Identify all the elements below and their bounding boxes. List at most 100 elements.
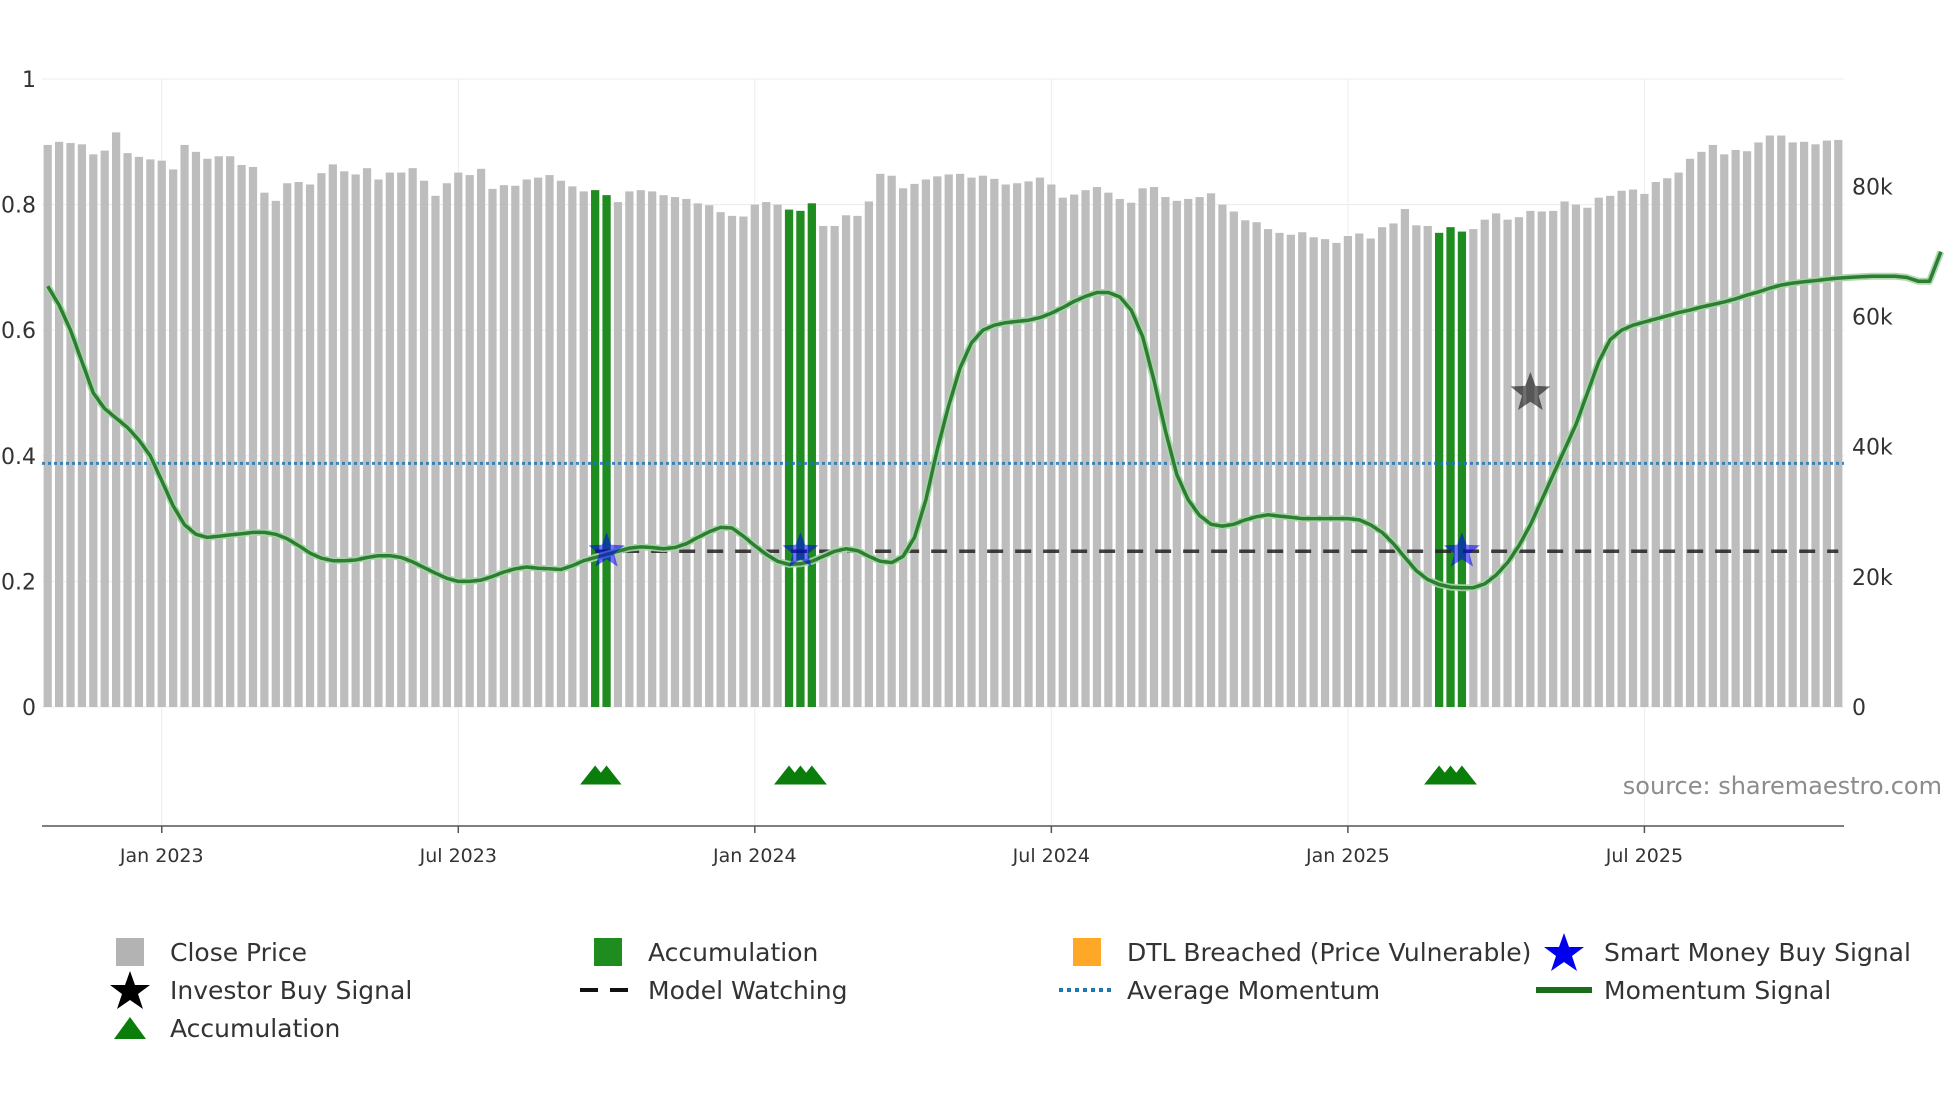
accumulation-triangle-marker <box>796 765 827 785</box>
close-price-bar <box>636 190 645 707</box>
close-price-bar <box>1788 142 1797 708</box>
close-price-bar <box>1286 234 1295 707</box>
close-price-bar <box>1161 197 1170 707</box>
close-price-bar <box>1685 158 1695 708</box>
close-price-bar <box>169 169 178 707</box>
close-price-bar <box>1195 197 1204 707</box>
close-price-bar <box>1127 202 1136 707</box>
close-price-bar <box>625 191 634 708</box>
close-price-bar <box>1172 200 1181 707</box>
close-price-bar <box>1526 210 1535 707</box>
momentum-signal-line <box>46 251 1943 590</box>
close-price-bar <box>419 180 429 708</box>
close-price-bar <box>1583 207 1592 708</box>
close-price-bar <box>511 185 520 707</box>
left-tick-label: 0.6 <box>1 319 36 344</box>
close-price-bar <box>705 205 714 707</box>
close-price-bar <box>442 183 451 708</box>
close-price-bar <box>1606 195 1615 708</box>
right-tick-label: 80k <box>1852 175 1893 200</box>
close-price-bar <box>191 151 201 707</box>
x-tick-label: Jul 2025 <box>1605 845 1683 867</box>
close-price-bar <box>1697 151 1706 707</box>
close-price-bar <box>1070 194 1079 707</box>
close-price-bar <box>340 171 349 708</box>
accumulation-bar <box>1446 227 1455 707</box>
close-price-bar <box>305 184 315 707</box>
x-tick-label: Jan 2024 <box>712 845 797 867</box>
close-price-bars <box>43 132 1843 708</box>
close-price-bar <box>990 178 999 708</box>
close-price-bar <box>431 195 440 708</box>
close-price-bar <box>1058 197 1067 707</box>
close-price-bar <box>670 197 680 707</box>
close-price-bar <box>750 204 759 707</box>
close-price-bar <box>762 202 771 707</box>
close-price-bar <box>1571 204 1581 707</box>
close-price-bar <box>534 177 543 707</box>
close-price-bar <box>1811 144 1820 707</box>
left-tick-label: 0.2 <box>1 570 36 595</box>
close-price-bar <box>1149 187 1159 708</box>
accumulation-bar <box>807 203 816 707</box>
buy-signal-layer <box>588 372 1551 567</box>
close-price-bar <box>1549 210 1558 707</box>
close-price-bar <box>579 191 588 708</box>
close-price-bar <box>898 188 908 708</box>
close-price-bar <box>1400 208 1410 707</box>
close-price-bar <box>1742 151 1752 708</box>
momentum-signal-layer <box>44 250 1945 592</box>
close-price-bar <box>727 215 737 708</box>
close-price-bar <box>89 154 98 708</box>
close-price-bar <box>921 179 930 708</box>
close-price-bar <box>1092 187 1102 708</box>
close-price-bar <box>1241 220 1250 708</box>
accumulation-marker-layer <box>580 765 1477 785</box>
close-price-bar <box>693 203 702 707</box>
close-price-bar <box>1731 149 1740 708</box>
close-price-bar <box>488 188 497 707</box>
close-price-bar <box>876 173 885 707</box>
close-price-bar <box>1035 177 1045 707</box>
close-price-bar <box>408 168 417 707</box>
close-price-bar <box>1412 225 1421 707</box>
close-price-bar <box>830 225 839 707</box>
close-price-bar <box>1640 193 1649 707</box>
close-price-bar <box>773 204 782 707</box>
accumulation-bar <box>784 209 794 707</box>
close-price-bar <box>237 165 246 707</box>
close-price-bar <box>1229 211 1238 707</box>
close-price-bar <box>1047 184 1056 707</box>
close-price-bar <box>1799 141 1809 708</box>
axis-layer: 0 0.2 0.4 0.6 0.8 1 0 20k 40k 60k 80k Jan 2023 Jul 2… <box>1 68 1893 867</box>
right-tick-label: 0 <box>1852 696 1866 721</box>
close-price-bar <box>226 156 235 707</box>
close-price-bar <box>1309 237 1318 708</box>
close-price-bar <box>374 179 383 708</box>
close-price-bar <box>1822 140 1831 707</box>
close-price-bar <box>180 144 189 707</box>
close-price-bar <box>1720 154 1729 708</box>
close-price-bar <box>77 144 87 707</box>
smart-money-buy-star <box>588 532 625 567</box>
close-price-bar <box>271 200 280 707</box>
left-tick-label: 1 <box>22 68 36 93</box>
close-price-bar <box>248 166 258 708</box>
close-price-bar <box>1663 178 1672 707</box>
close-price-bar <box>134 156 144 707</box>
close-price-bar <box>499 185 509 707</box>
close-price-bar <box>476 168 486 707</box>
accumulation-bar <box>602 195 611 707</box>
close-price-bar <box>682 198 691 707</box>
close-price-bar <box>157 160 166 707</box>
close-price-bar <box>556 180 566 708</box>
close-price-bar <box>1469 229 1478 708</box>
close-price-bar <box>1651 181 1660 707</box>
close-price-bar <box>43 144 52 707</box>
close-price-bar <box>1377 227 1387 707</box>
close-price-bar <box>317 173 326 707</box>
close-price-bar <box>1298 232 1307 707</box>
accumulation-triangle-marker <box>591 765 622 785</box>
close-price-bar <box>1138 188 1147 708</box>
